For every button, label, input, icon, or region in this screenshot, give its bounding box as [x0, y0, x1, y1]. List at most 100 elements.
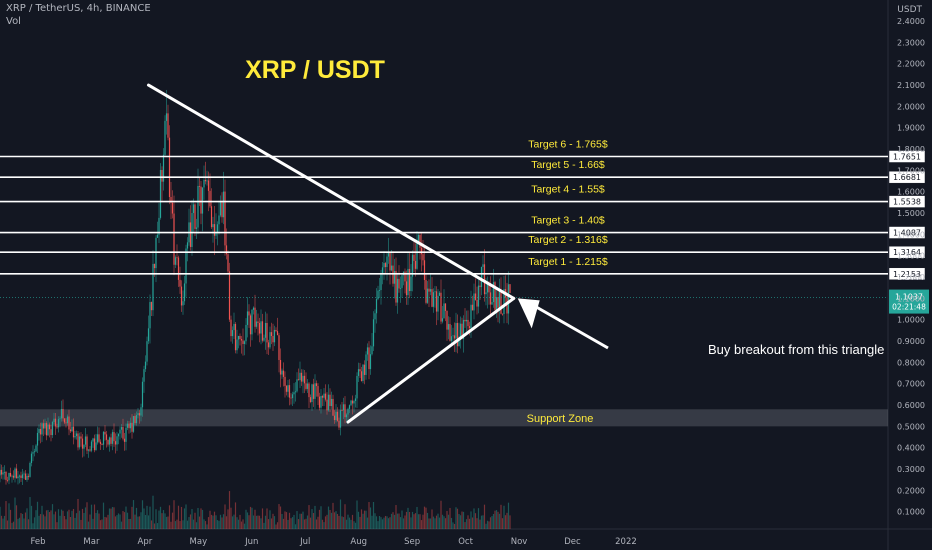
candle-body: [32, 452, 34, 454]
volume-bar: [281, 513, 283, 529]
volume-bar: [315, 519, 318, 529]
time-axis[interactable]: Feb Mar Apr May Jun Jul Aug Sep Oct Nov Dec 2022: [30, 537, 636, 547]
candle-body: [284, 376, 286, 386]
candle-body: [233, 323, 235, 331]
candle-body: [116, 436, 118, 445]
candle-body: [246, 311, 249, 325]
volume-bar: [78, 510, 81, 529]
volume-bar: [93, 504, 96, 529]
volume-indicator-label[interactable]: Vol: [6, 16, 21, 27]
candle-body: [141, 381, 144, 408]
volume-bar: [477, 508, 480, 529]
candle-body: [474, 293, 477, 300]
volume-bar: [290, 518, 292, 529]
candle-body: [347, 408, 349, 415]
candle-body: [398, 278, 400, 289]
volume-bar: [92, 518, 94, 529]
candle-body: [336, 411, 339, 421]
volume-bar: [321, 519, 324, 529]
candle-body: [362, 364, 364, 381]
candle-body: [294, 391, 297, 393]
candle-body: [146, 341, 148, 362]
candle-body: [317, 386, 319, 397]
volume-bar: [465, 519, 468, 529]
candle-body: [102, 431, 105, 445]
volume-bar: [224, 504, 226, 529]
candle-body: [18, 475, 21, 477]
price-tick-label: 1.2000: [897, 273, 925, 282]
candle-body: [35, 445, 37, 452]
volume-bar: [399, 517, 402, 529]
volume-bar: [164, 513, 166, 529]
volume-bar: [462, 511, 465, 529]
volume-bar: [161, 513, 163, 529]
volume-bar: [90, 504, 93, 529]
candle-body: [2, 472, 4, 475]
volume-bar: [488, 521, 490, 529]
candle-body: [194, 204, 196, 229]
candle-body: [395, 270, 397, 303]
volume-bar: [170, 521, 172, 529]
volume-bar: [11, 522, 13, 529]
volume-bar: [359, 516, 361, 529]
volume-bar: [69, 517, 72, 529]
volume-bar: [293, 514, 295, 529]
candle-body: [339, 410, 342, 428]
candle-body: [243, 341, 246, 344]
candle-body: [197, 185, 199, 228]
candle-body: [422, 254, 424, 261]
candle-body: [261, 321, 264, 341]
candle-body: [348, 405, 351, 409]
candle-body: [68, 416, 70, 430]
volume-bar: [68, 509, 70, 529]
volume-bar: [0, 515, 3, 529]
volume-bar: [137, 516, 139, 529]
candle-body: [288, 385, 291, 398]
volume-bar: [222, 514, 225, 529]
volume-bar: [54, 511, 57, 529]
price-tag: [888, 245, 926, 259]
volume-bar: [509, 515, 511, 529]
symbol-header[interactable]: XRP / TetherUS, 4h, BINANCE: [6, 3, 151, 14]
volume-bar: [87, 521, 90, 529]
time-tick-label: Sep: [404, 537, 420, 547]
candle-body: [230, 319, 232, 337]
volume-bar: [506, 512, 508, 529]
candle-body: [440, 292, 442, 322]
volume-bar: [287, 519, 289, 529]
candle-body: [321, 395, 324, 398]
volume-bar: [77, 498, 79, 529]
volume-bar: [395, 505, 397, 529]
volume-bar: [354, 522, 357, 529]
candle-body: [408, 268, 411, 292]
volume-bar: [5, 501, 7, 529]
candle-body: [216, 224, 219, 233]
candle-body: [99, 441, 102, 445]
volume-bar: [108, 508, 111, 529]
volume-bar: [458, 513, 460, 529]
candle-body: [393, 270, 396, 284]
candle-body: [215, 232, 217, 236]
candle-body: [54, 418, 57, 427]
volume-bar: [239, 514, 241, 529]
volume-bar: [420, 520, 423, 529]
volume-bar: [198, 516, 201, 529]
volume-bar: [156, 523, 159, 529]
volume-bar: [263, 522, 265, 529]
candle-body: [65, 422, 67, 424]
volume-bar: [437, 513, 439, 529]
volume-bar: [36, 501, 39, 529]
volume-bar: [194, 512, 196, 529]
candle-body: [303, 375, 306, 384]
candle-body: [231, 330, 234, 337]
volume-bar: [261, 508, 264, 529]
price-axis[interactable]: 2.4000 2.3000 2.2000 2.1000 2.0000 1.9000 1.80…: [897, 17, 925, 517]
volume-bar: [426, 512, 429, 529]
candle-body: [305, 383, 307, 389]
volume-bar: [95, 512, 97, 529]
volume-bar: [123, 512, 126, 529]
volume-bar: [177, 505, 180, 529]
time-tick-label: Aug: [350, 537, 367, 547]
candle-body: [48, 424, 51, 430]
